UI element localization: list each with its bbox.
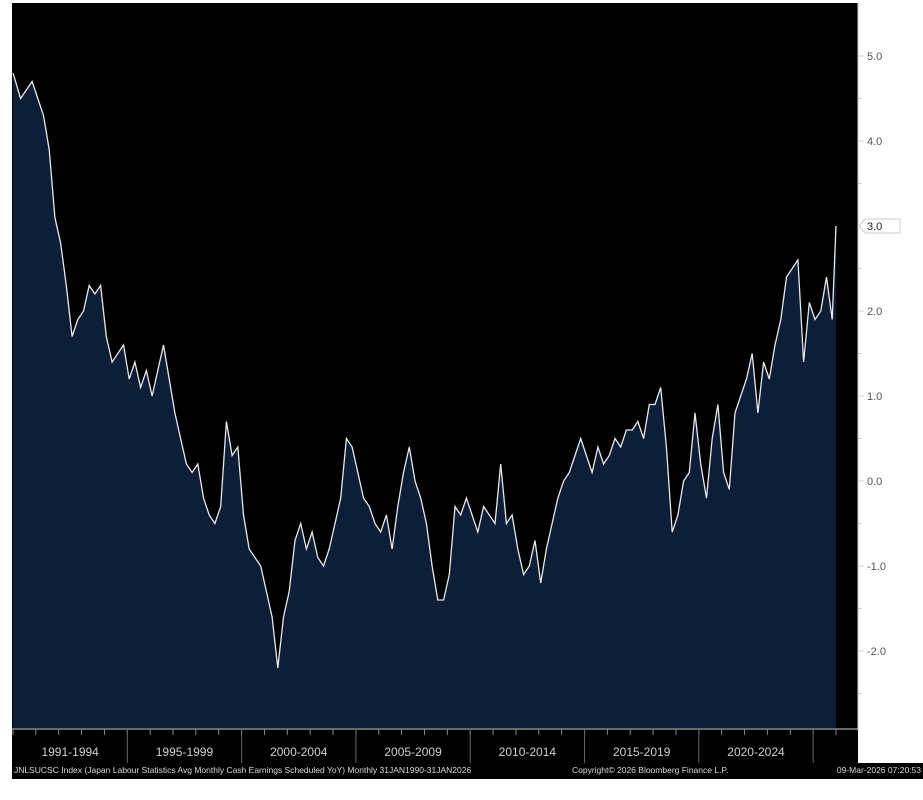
x-tick-label: 2015-2019 [613, 745, 671, 759]
x-tick-label: 2005-2009 [384, 745, 442, 759]
x-tick-label: 1995-1999 [156, 745, 214, 759]
x-tick-label: 2000-2004 [270, 745, 328, 759]
x-tick-label: 2020-2024 [727, 745, 785, 759]
x-tick-label: 1991-1994 [41, 745, 99, 759]
last-value-tag [858, 218, 901, 234]
series-area [13, 73, 836, 728]
footer-bar: JNLSUCSC Index (Japan Labour Statistics … [12, 763, 923, 779]
last-value-label: 3.0 [867, 221, 882, 233]
y-tick-label: -1.0 [867, 561, 886, 573]
x-tick-label: 2010-2014 [499, 745, 557, 759]
y-tick-label: 2.0 [867, 306, 882, 318]
y-tick-label: 5.0 [867, 51, 882, 63]
y-tick-label: 4.0 [867, 136, 882, 148]
chart: 5.0 4.0 2.0 1.0 0.0 -1.0 -2.0 3.0 1991-1994 1995… [12, 3, 901, 763]
y-tick-label: 0.0 [867, 476, 882, 488]
y-tick-label: 1.0 [867, 391, 882, 403]
timestamp: 09-Mar-2026 07:20:53 [836, 765, 921, 775]
series-description: JNLSUCSC Index (Japan Labour Statistics … [14, 765, 472, 775]
copyright: Copyright© 2026 Bloomberg Finance L.P. [572, 765, 729, 775]
y-tick-label: -2.0 [867, 646, 886, 658]
